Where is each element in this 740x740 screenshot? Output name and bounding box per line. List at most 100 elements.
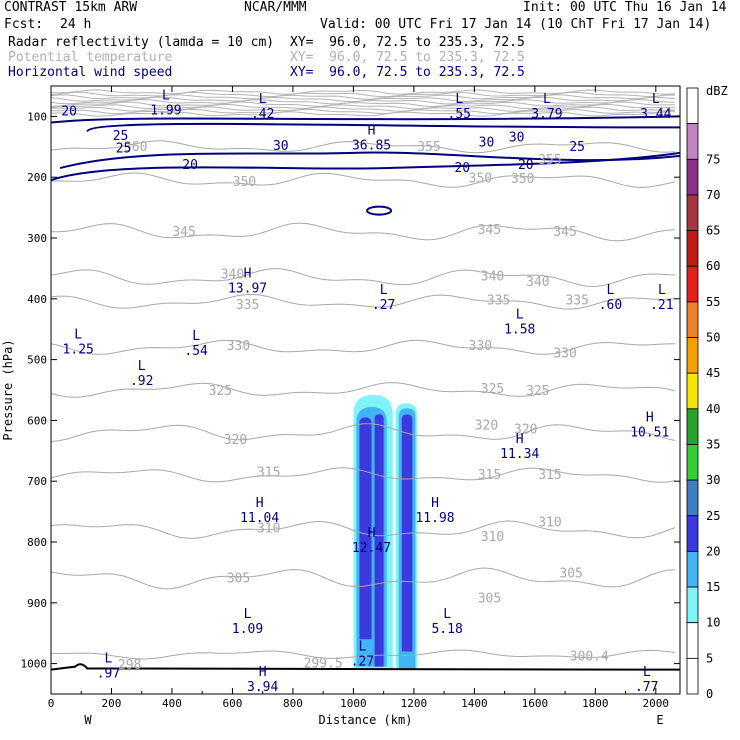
extremum-marker: L xyxy=(138,359,146,374)
extremum-marker: H xyxy=(244,267,252,282)
x-tick-label: 200 xyxy=(102,697,122,710)
colorbar-label: 70 xyxy=(706,188,720,202)
forecast-value: 24 h xyxy=(60,17,92,32)
theta-contour-line xyxy=(51,520,676,539)
extremum-marker: H xyxy=(368,526,376,541)
wind-contour-label: 25 xyxy=(569,140,585,155)
theta-contour-label: 340 xyxy=(481,269,504,284)
field-xy-wind: XY= 96.0, 72.5 to 235.3, 72.5 xyxy=(290,65,525,80)
extremum-marker: L xyxy=(516,307,524,322)
colorbar-label: 55 xyxy=(706,295,720,309)
theta-contour-label: 305 xyxy=(559,567,582,582)
colorbar-label: 40 xyxy=(706,402,720,416)
extremum-marker: L xyxy=(455,92,463,107)
x-tick-label: 1600 xyxy=(522,697,549,710)
extremum-value: .42 xyxy=(251,107,274,122)
extremum-marker: L xyxy=(652,92,660,107)
wind-contour-label: 30 xyxy=(509,131,525,146)
extremum-value: .77 xyxy=(635,680,658,695)
theta-contour-label: 340 xyxy=(526,275,549,290)
colorbar-label: 0 xyxy=(706,687,713,701)
x-tick-label: 600 xyxy=(223,697,243,710)
theta-contour-line xyxy=(51,467,676,483)
colorbar-swatch xyxy=(686,123,699,160)
theta-contour-label: 299.5 xyxy=(304,657,343,672)
wind-contour-label: 25 xyxy=(116,142,132,157)
wind-contour-label: 30 xyxy=(273,139,289,154)
extremum-value: .92 xyxy=(130,374,153,389)
extremum-value: 11.98 xyxy=(415,511,454,526)
wind-contour-label: 20 xyxy=(518,158,534,173)
x-tick-label: 0 xyxy=(48,697,55,710)
theta-contour-label: 305 xyxy=(227,571,250,586)
x-axis-label: Distance (km) xyxy=(319,713,413,727)
upper-contour-band xyxy=(51,89,676,117)
colorbar-swatch xyxy=(686,657,699,695)
wind-contour-label: 20 xyxy=(61,105,77,120)
wind-contour-label: 30 xyxy=(479,136,495,151)
wind-contour-line xyxy=(366,205,393,216)
extremum-value: 1.58 xyxy=(504,322,535,337)
surface-line xyxy=(51,663,680,671)
upper-theta-line xyxy=(51,111,676,117)
y-tick-label: 500 xyxy=(27,354,47,367)
theta-contour-label: 310 xyxy=(481,530,504,545)
extremum-marker: H xyxy=(259,665,267,680)
theta-contour-label: 345 xyxy=(172,225,195,240)
extremum-value: 1.09 xyxy=(232,622,263,637)
surface-layer xyxy=(51,663,680,671)
upper-theta-line xyxy=(51,106,676,112)
colorbar-swatch xyxy=(686,230,699,267)
valid-time: Valid: 00 UTC Fri 17 Jan 14 (10 ChT Fri … xyxy=(320,17,712,32)
wind-contour-line xyxy=(86,122,680,133)
colorbar-swatch xyxy=(686,87,699,125)
colorbar-label: 75 xyxy=(706,152,720,166)
extremum-marker: H xyxy=(431,496,439,511)
extremum-value: 3.94 xyxy=(247,680,278,695)
chart-title: CONTRAST 15km ARW xyxy=(4,0,138,15)
y-tick-label: 300 xyxy=(27,232,47,245)
theta-contour-line xyxy=(51,293,676,310)
colorbar-label: 65 xyxy=(706,224,720,238)
theta-contour-label: 298 xyxy=(118,658,141,673)
theta-contour-line xyxy=(51,567,676,590)
extremum-value: .27 xyxy=(372,298,395,313)
extremum-value: 1.25 xyxy=(63,342,94,357)
theta-contour-label: 355 xyxy=(538,153,561,168)
theta-contour-label: 310 xyxy=(257,522,280,537)
y-tick-label: 400 xyxy=(27,293,47,306)
theta-contour-label: 335 xyxy=(487,294,510,309)
theta-contour-label: 350 xyxy=(233,175,256,190)
colorbar-label: 20 xyxy=(706,544,720,558)
extremum-value: 36.85 xyxy=(352,139,391,154)
extremum-marker: L xyxy=(658,283,666,298)
wind-contour-label: 20 xyxy=(454,161,470,176)
extremum-marker: L xyxy=(443,607,451,622)
x-tick-label: 1800 xyxy=(582,697,609,710)
theta-contour-line xyxy=(51,222,676,242)
colorbar-swatch xyxy=(686,372,699,410)
theta-contour-label: 360 xyxy=(124,140,147,155)
x-tick-label: 1400 xyxy=(461,697,488,710)
extremum-value: 11.34 xyxy=(500,447,539,462)
y-tick-label: 200 xyxy=(27,171,47,184)
extremum-marker: L xyxy=(162,88,170,103)
extremum-marker: L xyxy=(643,665,651,680)
theta-contour-label: 325 xyxy=(209,384,232,399)
extremum-value: 5.18 xyxy=(431,622,462,637)
theta-contour-label: 320 xyxy=(475,418,498,433)
colorbar-label: 15 xyxy=(706,580,720,594)
theta-contour-label: 345 xyxy=(478,223,501,238)
extremum-value: 3.44 xyxy=(640,107,671,122)
extremum-value: 10.51 xyxy=(630,426,669,441)
y-tick-label: 900 xyxy=(27,597,47,610)
annotation-layer: 360 355 355 350 350 350 345 345 345 340 340 340 335 3… xyxy=(61,88,673,694)
colorbar-swatch xyxy=(686,301,699,338)
wind-contour-line xyxy=(59,151,680,170)
upper-theta-line xyxy=(51,91,676,98)
extremum-value: .54 xyxy=(184,344,208,359)
colorbar-label: 50 xyxy=(706,331,720,345)
theta-contour-line xyxy=(51,267,676,288)
